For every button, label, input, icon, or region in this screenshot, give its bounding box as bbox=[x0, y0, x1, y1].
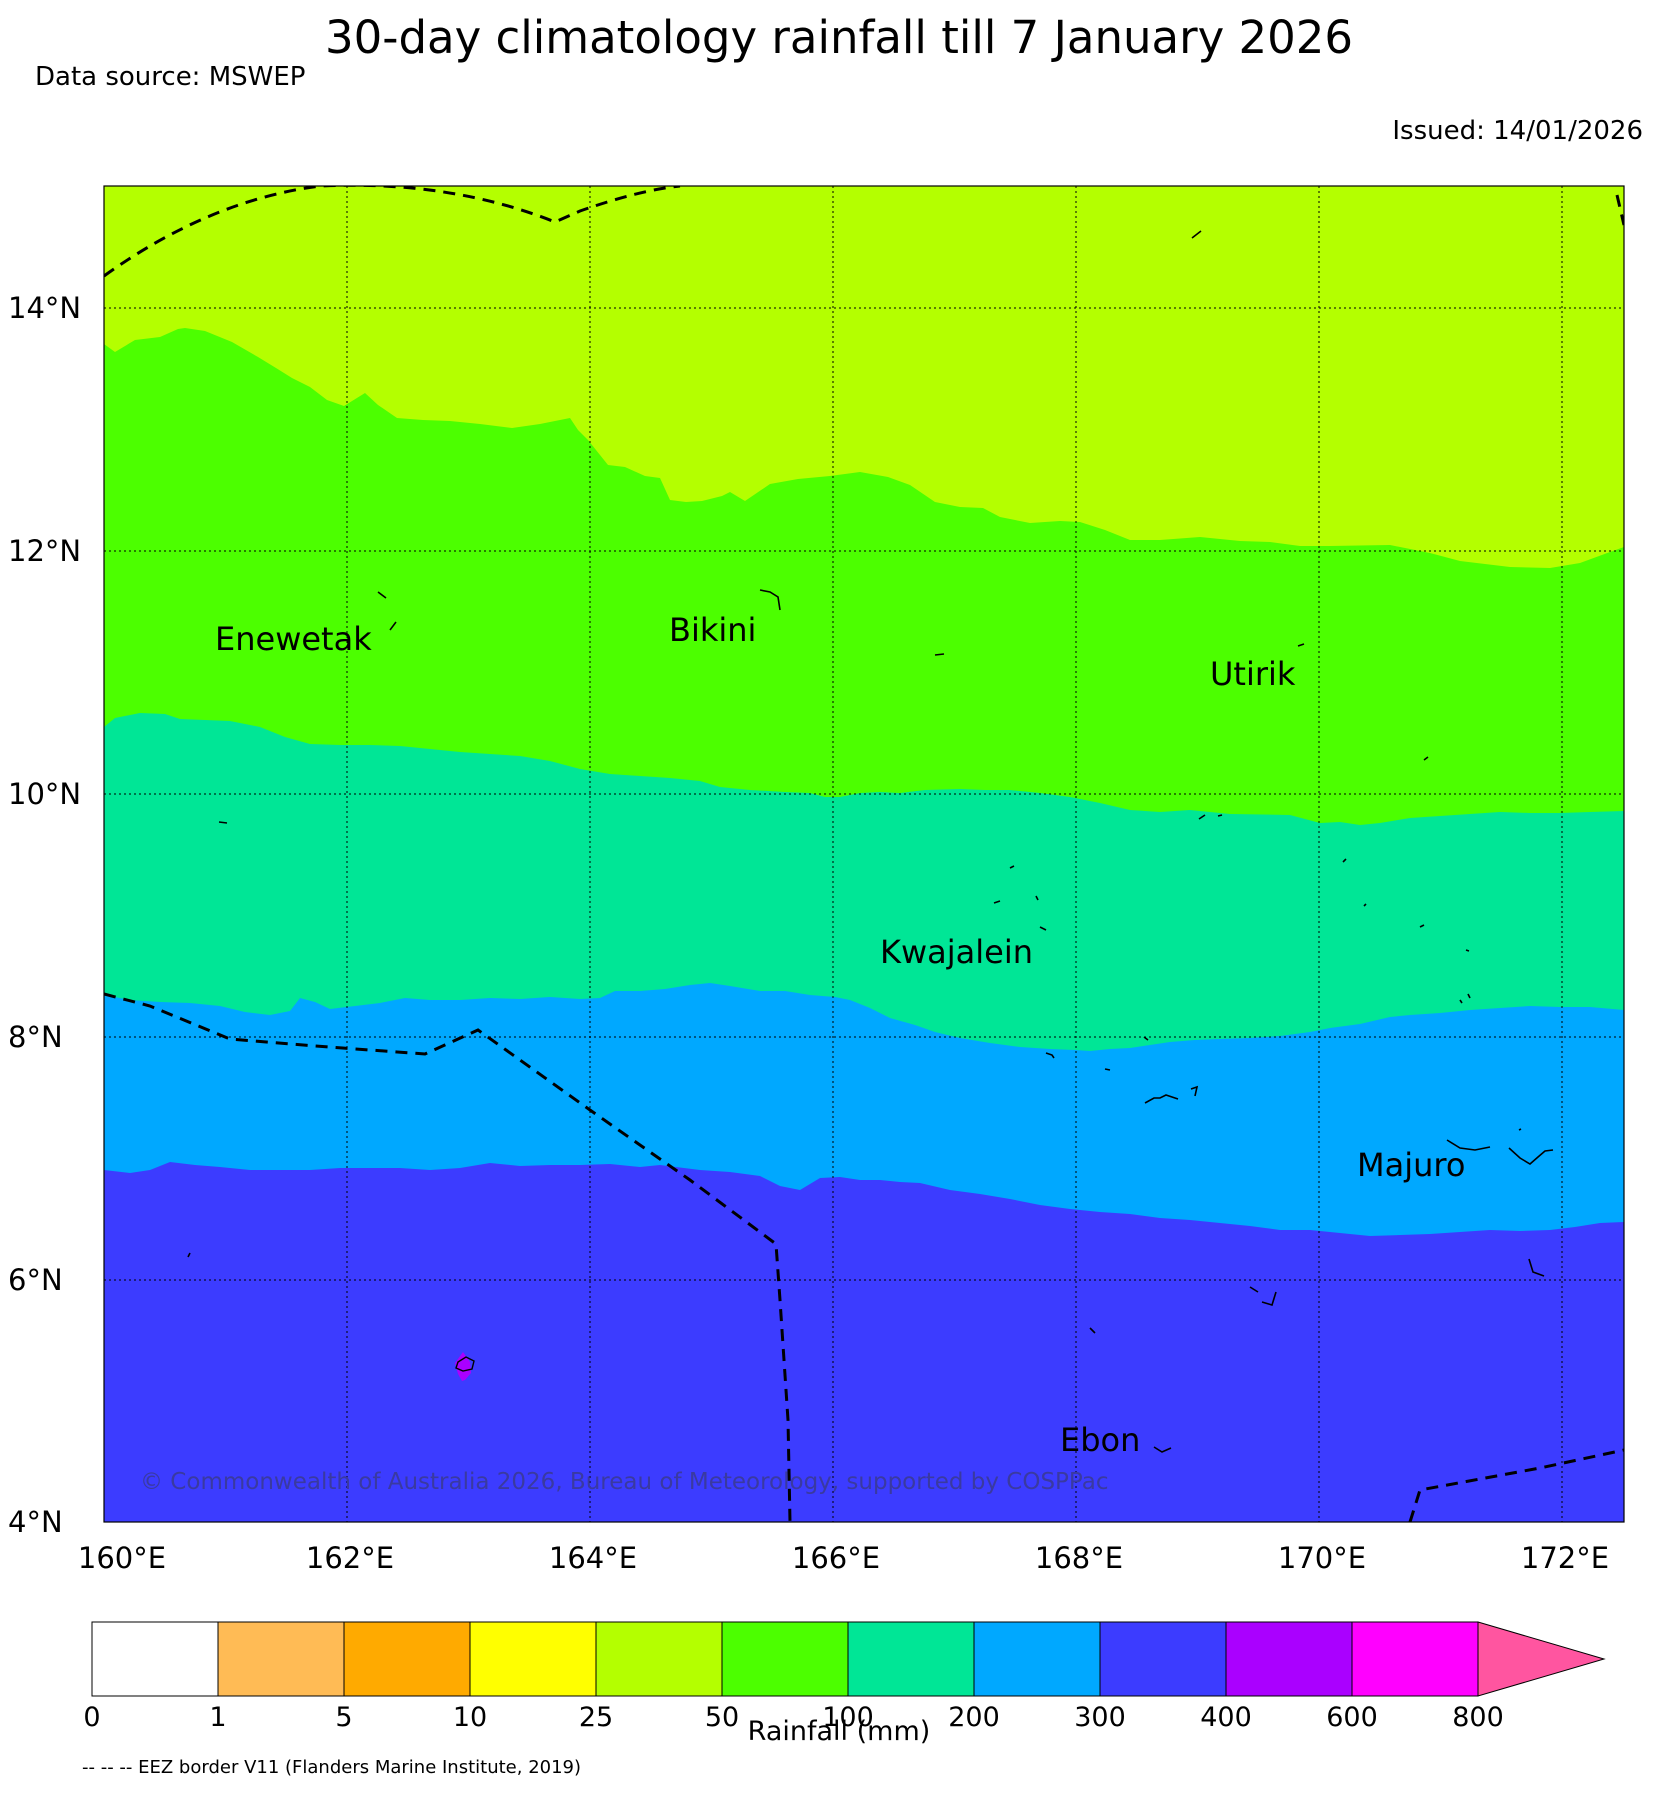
colorbar-label: Rainfall (mm) bbox=[747, 1716, 931, 1747]
colorbar-swatch bbox=[721, 1621, 849, 1697]
band-300-400 bbox=[104, 1162, 1624, 1522]
rainfall-bands: Enewetak Bikini Utirik Kwajalein Majuro … bbox=[104, 186, 1624, 1522]
lon-tick-label: 170°E bbox=[1278, 1541, 1366, 1575]
place-label-utirik: Utirik bbox=[1210, 655, 1296, 693]
colorbar-tick-label: 0 bbox=[83, 1702, 100, 1733]
colorbar-tick-label: 100 bbox=[822, 1702, 874, 1733]
colorbar-tick-label: 200 bbox=[948, 1702, 1000, 1733]
issued-date: Issued: 14/01/2026 bbox=[1392, 116, 1643, 146]
eez-border bbox=[104, 186, 1624, 1522]
colorbar-tick-label: 400 bbox=[1200, 1702, 1252, 1733]
lon-tick-label: 166°E bbox=[792, 1541, 880, 1575]
colorbar-swatch bbox=[1351, 1621, 1479, 1697]
page-title: 30-day climatology rainfall till 7 Janua… bbox=[324, 11, 1354, 64]
colorbar-swatch bbox=[847, 1621, 975, 1697]
lat-tick-label: 4°N bbox=[8, 1505, 63, 1539]
colorbar-tick-label: 10 bbox=[453, 1702, 487, 1733]
eez-footnote: -- -- -- EEZ border V11 (Flanders Marine… bbox=[82, 1757, 582, 1778]
colorbar: 0 1 5 10 25 50 100 200 300 400 600 800 bbox=[83, 1621, 1606, 1733]
lon-axis: 160°E 162°E 164°E 166°E 168°E 170°E 172°… bbox=[78, 1541, 1609, 1575]
colorbar-swatch bbox=[973, 1621, 1101, 1697]
place-label-enewetak: Enewetak bbox=[215, 620, 372, 658]
data-source-label: Data source: MSWEP bbox=[35, 62, 306, 92]
lon-tick-label: 162°E bbox=[306, 1541, 394, 1575]
band-400-600 bbox=[455, 1352, 471, 1381]
lat-tick-label: 8°N bbox=[8, 1020, 63, 1054]
map-frame bbox=[103, 185, 1625, 1523]
copyright-notice: © Commonwealth of Australia 2026, Bureau… bbox=[140, 1469, 1109, 1495]
colorbar-tick-label: 800 bbox=[1452, 1702, 1504, 1733]
colorbar-tick-label: 600 bbox=[1326, 1702, 1378, 1733]
lat-tick-label: 12°N bbox=[8, 534, 81, 568]
place-label-bikini: Bikini bbox=[669, 611, 756, 649]
lon-tick-label: 164°E bbox=[549, 1541, 637, 1575]
place-label-kwajalein: Kwajalein bbox=[880, 933, 1033, 971]
lon-tick-label: 160°E bbox=[78, 1541, 166, 1575]
lat-tick-label: 14°N bbox=[8, 291, 81, 325]
graticule bbox=[104, 186, 1624, 1522]
place-label-majuro: Majuro bbox=[1357, 1146, 1465, 1184]
lat-tick-label: 10°N bbox=[8, 777, 81, 811]
place-label-ebon: Ebon bbox=[1060, 1421, 1140, 1459]
colorbar-swatch bbox=[1225, 1621, 1353, 1697]
colorbar-tick-label: 50 bbox=[705, 1702, 739, 1733]
colorbar-tick-label: 300 bbox=[1074, 1702, 1126, 1733]
island-outline bbox=[455, 1356, 475, 1372]
lon-tick-label: 168°E bbox=[1035, 1541, 1123, 1575]
colorbar-extend-arrow bbox=[1477, 1621, 1606, 1697]
colorbar-tick-label: 5 bbox=[335, 1702, 352, 1733]
colorbar-swatch bbox=[217, 1621, 345, 1697]
colorbar-tick-label: 1 bbox=[209, 1702, 226, 1733]
island-outlines bbox=[187, 230, 1554, 1453]
colorbar-swatch bbox=[595, 1621, 723, 1697]
colorbar-swatch bbox=[1099, 1621, 1227, 1697]
lat-tick-label: 6°N bbox=[8, 1263, 63, 1297]
lat-axis: 14°N 12°N 10°N 8°N 6°N 4°N bbox=[8, 291, 81, 1539]
colorbar-swatch bbox=[91, 1621, 219, 1697]
lon-tick-label: 172°E bbox=[1521, 1541, 1609, 1575]
colorbar-swatch bbox=[343, 1621, 471, 1697]
colorbar-swatch bbox=[469, 1621, 597, 1697]
colorbar-tick-label: 25 bbox=[579, 1702, 613, 1733]
